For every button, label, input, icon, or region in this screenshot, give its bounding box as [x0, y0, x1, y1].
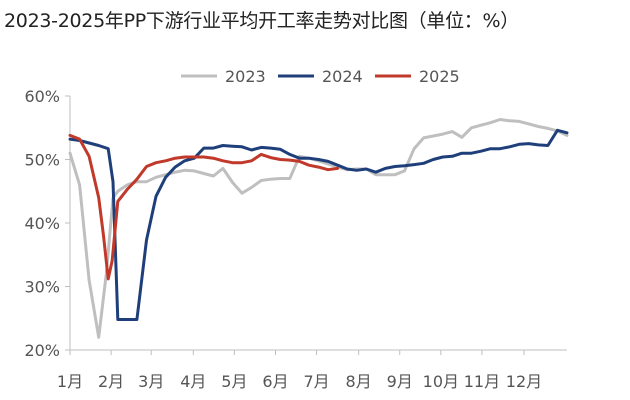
y-axis: 20% 30% 40% 50% 60% — [24, 87, 71, 360]
x-tick-label: 5月 — [221, 372, 247, 391]
legend: 2023 2024 2025 — [181, 67, 460, 86]
series-line-2025 — [68, 133, 340, 281]
y-tick-label: 60% — [24, 87, 60, 106]
series-line-2024 — [68, 128, 569, 321]
legend-label-2024: 2024 — [322, 67, 363, 86]
x-tick-label: 10月 — [423, 372, 459, 391]
x-tick-label: 12月 — [506, 372, 542, 391]
x-tick-label: 4月 — [180, 372, 206, 391]
x-axis: 1月 2月 3月 4月 5月 6月 7月 8月 9月 10月 11月 12月 — [57, 349, 567, 391]
x-tick-label: 7月 — [303, 372, 329, 391]
y-tick-label: 40% — [24, 214, 60, 233]
x-tick-label: 3月 — [138, 372, 164, 391]
x-tick-label: 2月 — [98, 372, 124, 391]
series-group — [68, 118, 569, 339]
y-tick-label: 50% — [24, 151, 60, 170]
chart-title: 2023-2025年PP下游行业平均开工率走势对比图（单位：%） — [4, 10, 519, 32]
x-tick-label: 6月 — [262, 372, 288, 391]
legend-label-2025: 2025 — [419, 67, 460, 86]
legend-label-2023: 2023 — [225, 67, 266, 86]
x-tick-label: 9月 — [387, 372, 413, 391]
x-tick-label: 1月 — [57, 372, 83, 391]
x-tick-label: 11月 — [464, 372, 500, 391]
x-tick-label: 8月 — [346, 372, 372, 391]
series-line-2023 — [68, 118, 569, 339]
y-tick-label: 30% — [24, 278, 60, 297]
y-tick-label: 20% — [24, 341, 60, 360]
